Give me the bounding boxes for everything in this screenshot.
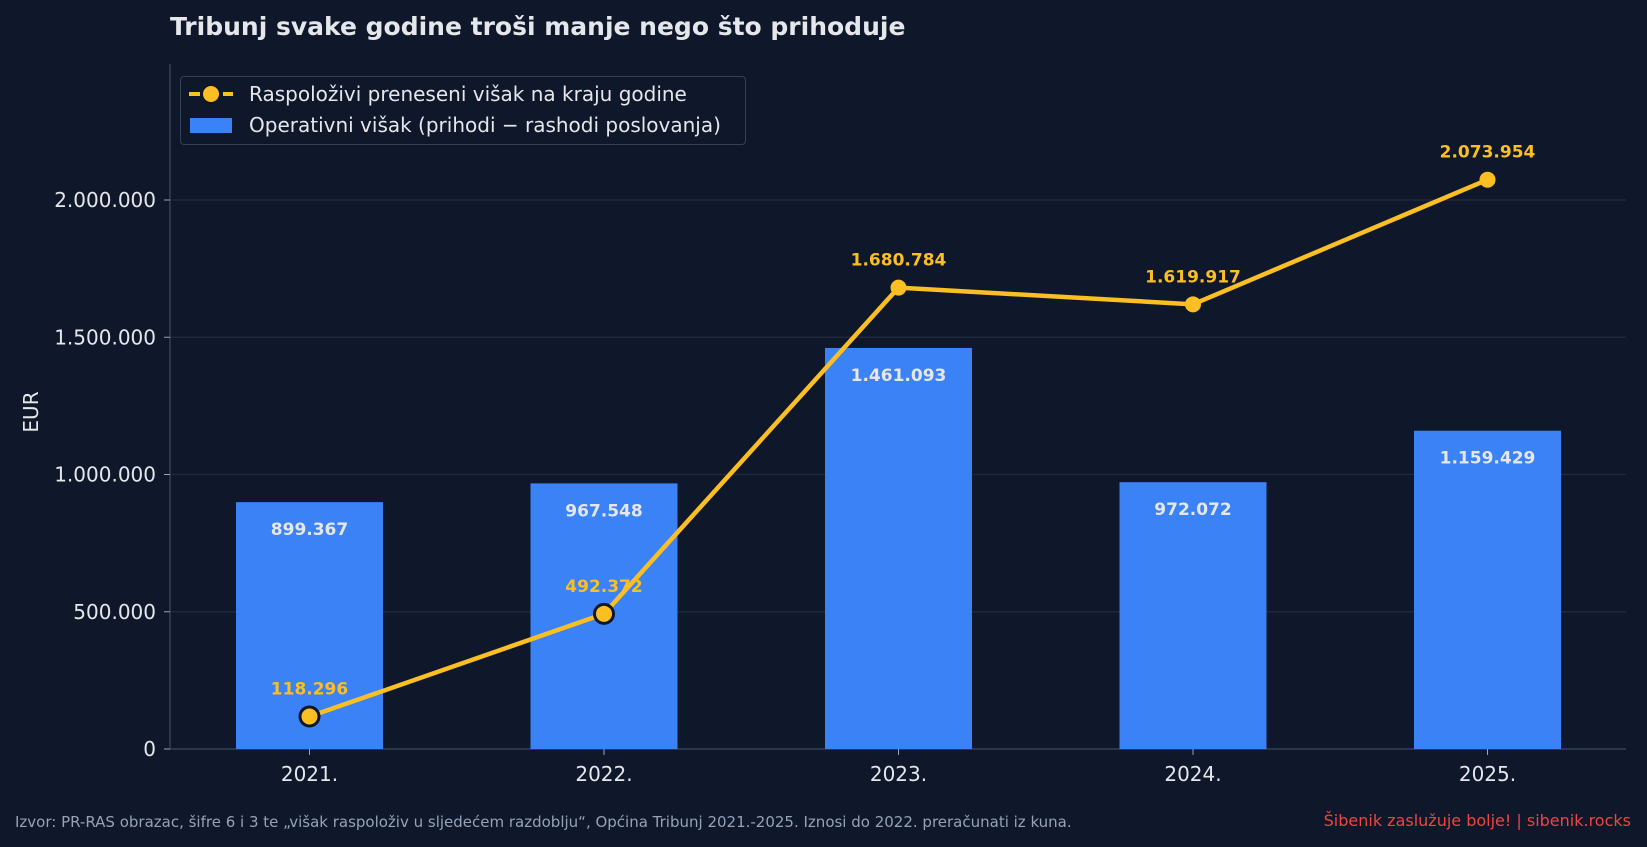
y-tick-label: 2.000.000: [54, 188, 156, 212]
bar: [825, 347, 972, 749]
bar-value-label: 1.159.429: [1440, 449, 1536, 469]
brand-link[interactable]: Šibenik zaslužuje bolje! | sibenik.rocks: [1323, 811, 1631, 830]
x-tick-label: 2024.: [1164, 762, 1221, 786]
legend-label-line: Raspoloživi preneseni višak na kraju god…: [249, 82, 687, 106]
line-point: [1479, 171, 1496, 188]
y-tick-label: 1.500.000: [54, 325, 156, 349]
chart-title: Tribunj svake godine troši manje nego št…: [170, 12, 906, 41]
x-tick-label: 2025.: [1459, 762, 1516, 786]
bar-value-label: 967.548: [565, 501, 642, 521]
x-tick-label: 2023.: [870, 762, 927, 786]
bar-value-label: 899.367: [271, 520, 348, 540]
y-tick-label: 1.000.000: [54, 463, 156, 487]
bar: [1119, 482, 1267, 749]
source-note: Izvor: PR-RAS obrazac, šifre 6 i 3 te „v…: [15, 813, 1072, 831]
legend-item-line: Raspoloživi preneseni višak na kraju god…: [187, 80, 687, 108]
bar-value-label: 1.461.093: [851, 366, 947, 386]
y-tick-label: 500.000: [73, 600, 156, 624]
legend-item-bar: Operativni višak (prihodi − rashodi posl…: [187, 111, 721, 139]
y-axis-label: EUR: [19, 391, 43, 433]
x-tick-label: 2022.: [575, 762, 632, 786]
legend-line-marker: [189, 86, 233, 102]
line-value-label: 492.372: [565, 577, 642, 597]
line-value-label: 2.073.954: [1440, 143, 1536, 163]
line-point: [298, 705, 321, 728]
y-tick-label: 0: [143, 737, 156, 761]
line-point: [890, 279, 907, 296]
bar: [1414, 430, 1561, 749]
legend-bar-swatch: [190, 117, 232, 133]
bar-value-label: 972.072: [1154, 500, 1231, 520]
line-value-label: 1.619.917: [1145, 267, 1241, 287]
legend: Raspoloživi preneseni višak na kraju god…: [180, 76, 746, 145]
line-value-label: 118.296: [271, 680, 348, 700]
line-point: [1185, 296, 1201, 313]
line-value-label: 1.680.784: [851, 251, 947, 271]
x-tick-label: 2021.: [281, 762, 338, 786]
legend-label-bar: Operativni višak (prihodi − rashodi posl…: [249, 113, 721, 137]
line-point: [593, 602, 615, 625]
